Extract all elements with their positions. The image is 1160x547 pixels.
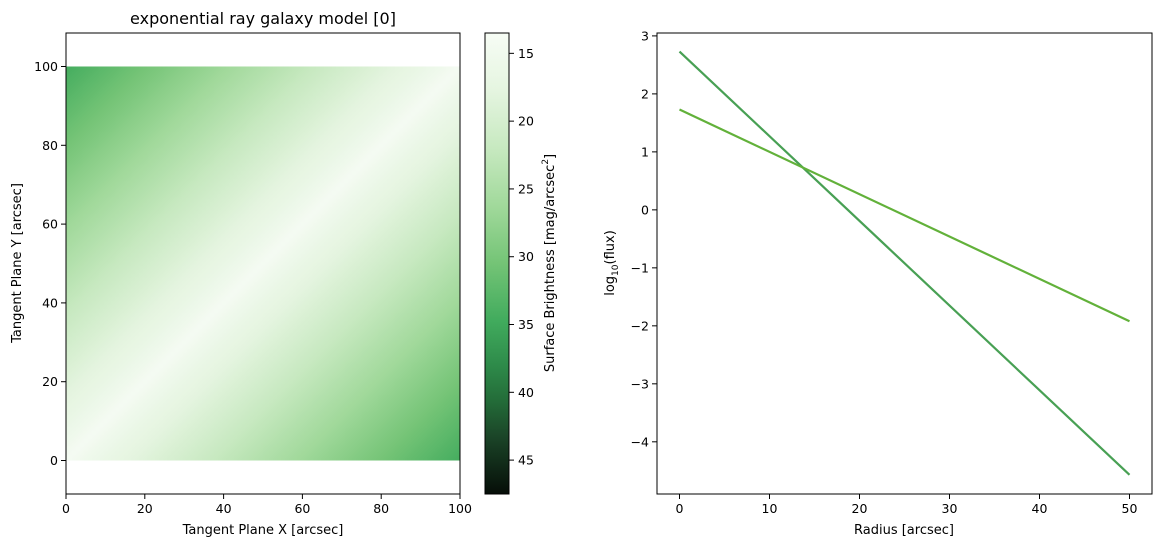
heatmap-ylabel: Tangent Plane Y [arcsec] [10,183,25,344]
line-x-tick-label: 20 [852,501,868,516]
heatmap-axes-frame [65,32,461,495]
line-xlabel: Radius [arcsec] [854,523,954,538]
line-ylabel-main: log [603,276,618,296]
line-y-tick-label: −1 [631,260,649,275]
heatmap-y-tick-label: 0 [50,453,58,468]
line-y-tick-label: 1 [641,144,649,159]
line-x-tick-label: 30 [942,501,958,516]
heatmap-y-tick-label: 40 [42,295,58,310]
heatmap-y-tick-label: 60 [42,217,58,232]
heatmap-x-tick-label: 60 [294,501,310,516]
line-series-group [678,50,1131,476]
colorbar-tick-label: 30 [518,249,534,264]
heatmap-x-tick-label: 20 [137,501,153,516]
colorbar-tick-label: 40 [518,385,534,400]
heatmap-x-tick-label: 40 [216,501,232,516]
heatmap-y-ticks: 0 20 40 60 80 100 [34,59,66,468]
heatmap-x-tick-label: 100 [448,501,472,516]
colorbar: 15 20 25 30 35 40 45 Surface Brightness [mag/a… [484,32,558,495]
heatmap-x-ticks: 0 20 40 60 80 100 [62,494,472,516]
line-series-2 [679,108,1130,323]
colorbar-tick-label: 15 [518,46,534,61]
line-x-tick-label: 40 [1032,501,1048,516]
line-ylabel-end: (flux) [603,230,618,264]
line-x-tick-label: 10 [762,501,778,516]
line-y-tick-label: 0 [641,202,649,217]
colorbar-label-end: ] [543,154,558,159]
heatmap-y-tick-label: 20 [42,374,58,389]
heatmap-x-tick-label: 80 [373,501,389,516]
heatmap-title: exponential ray galaxy model [0] [130,9,396,28]
line-x-tick-label: 0 [676,501,684,516]
line-ylabel-subscript: 10 [611,264,621,276]
heatmap-y-tick-label: 100 [34,59,58,74]
colorbar-label-superscript: 2 [541,159,551,165]
heatmap-image [66,66,460,461]
colorbar-ticks: 15 20 25 30 35 40 45 [509,46,534,468]
line-y-tick-label: −2 [631,318,649,333]
line-x-ticks: 0 10 20 30 40 50 [676,494,1138,516]
line-y-tick-label: −4 [631,434,649,449]
line-y-tick-label: 3 [641,28,649,43]
line-x-tick-label: 50 [1122,501,1138,516]
line-series-1 [678,50,1131,476]
colorbar-gradient [484,32,510,495]
heatmap-panel: exponential ray galaxy model [0] 0 20 40 60… [10,9,472,538]
line-y-tick-label: 2 [641,86,649,101]
colorbar-tick-label: 35 [518,317,534,332]
heatmap-xlabel: Tangent Plane X [arcsec] [182,523,344,538]
colorbar-tick-label: 25 [518,181,534,196]
colorbar-tick-label: 20 [518,114,534,129]
heatmap-x-tick-label: 0 [62,501,70,516]
heatmap-y-tick-label: 80 [42,138,58,153]
line-y-tick-label: −3 [631,376,649,391]
heatmap-axes: 0 20 40 60 80 100 0 20 40 60 80 100 [34,32,472,516]
colorbar-label-main: Surface Brightness [mag/arcsec [543,165,558,372]
colorbar-label: Surface Brightness [mag/arcsec2] [541,154,558,372]
line-y-ticks: 3 2 1 0 −1 −2 −3 −4 [631,28,657,449]
line-ylabel: log10(flux) [603,230,621,296]
colorbar-tick-label: 45 [518,453,534,468]
